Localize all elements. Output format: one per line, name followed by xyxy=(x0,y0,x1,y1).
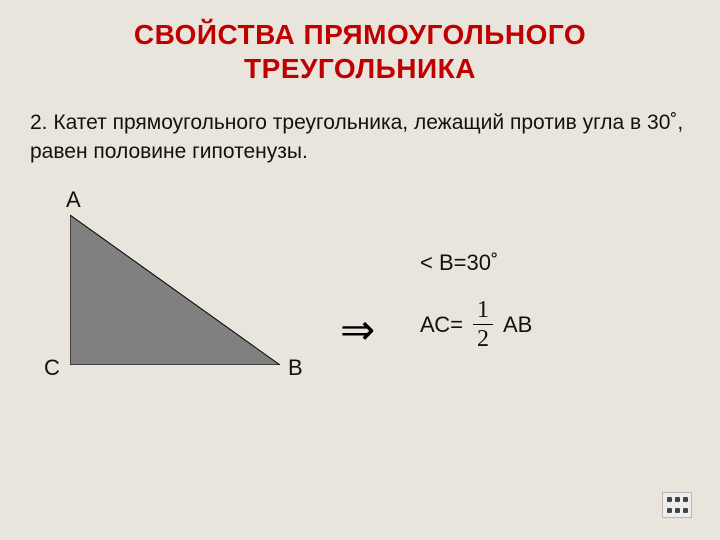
triangle-diagram: А С В xyxy=(70,215,280,370)
fraction-one-half: 1 2 xyxy=(473,298,493,351)
triangle-shape xyxy=(70,215,280,365)
fraction-denominator: 2 xyxy=(473,324,493,351)
triangle-svg xyxy=(70,215,280,365)
fraction-numerator: 1 xyxy=(473,298,493,324)
slide-thumbnail-icon xyxy=(662,492,692,518)
vertex-label-c: С xyxy=(44,355,60,381)
vertex-label-a: А xyxy=(66,187,81,213)
slide-title: СВОЙСТВА ПРЯМОУГОЛЬНОГО ТРЕУГОЛЬНИКА xyxy=(0,0,720,85)
equation-relation: АС= 1 2 АВ xyxy=(420,298,532,351)
equations: < В=30˚ АС= 1 2 АВ xyxy=(420,250,532,351)
equation-lhs: АС= xyxy=(420,312,463,338)
title-line-1: СВОЙСТВА ПРЯМОУГОЛЬНОГО xyxy=(134,19,586,50)
equation-angle: < В=30˚ xyxy=(420,250,532,276)
title-line-2: ТРЕУГОЛЬНИКА xyxy=(244,53,476,84)
implies-arrow: ⇒ xyxy=(340,305,375,355)
property-text: 2. Катет прямоугольного треугольника, ле… xyxy=(0,85,720,166)
equation-rhs: АВ xyxy=(503,312,532,338)
vertex-label-b: В xyxy=(288,355,303,381)
figure-area: А С В ⇒ < В=30˚ АС= 1 2 АВ xyxy=(40,215,680,475)
